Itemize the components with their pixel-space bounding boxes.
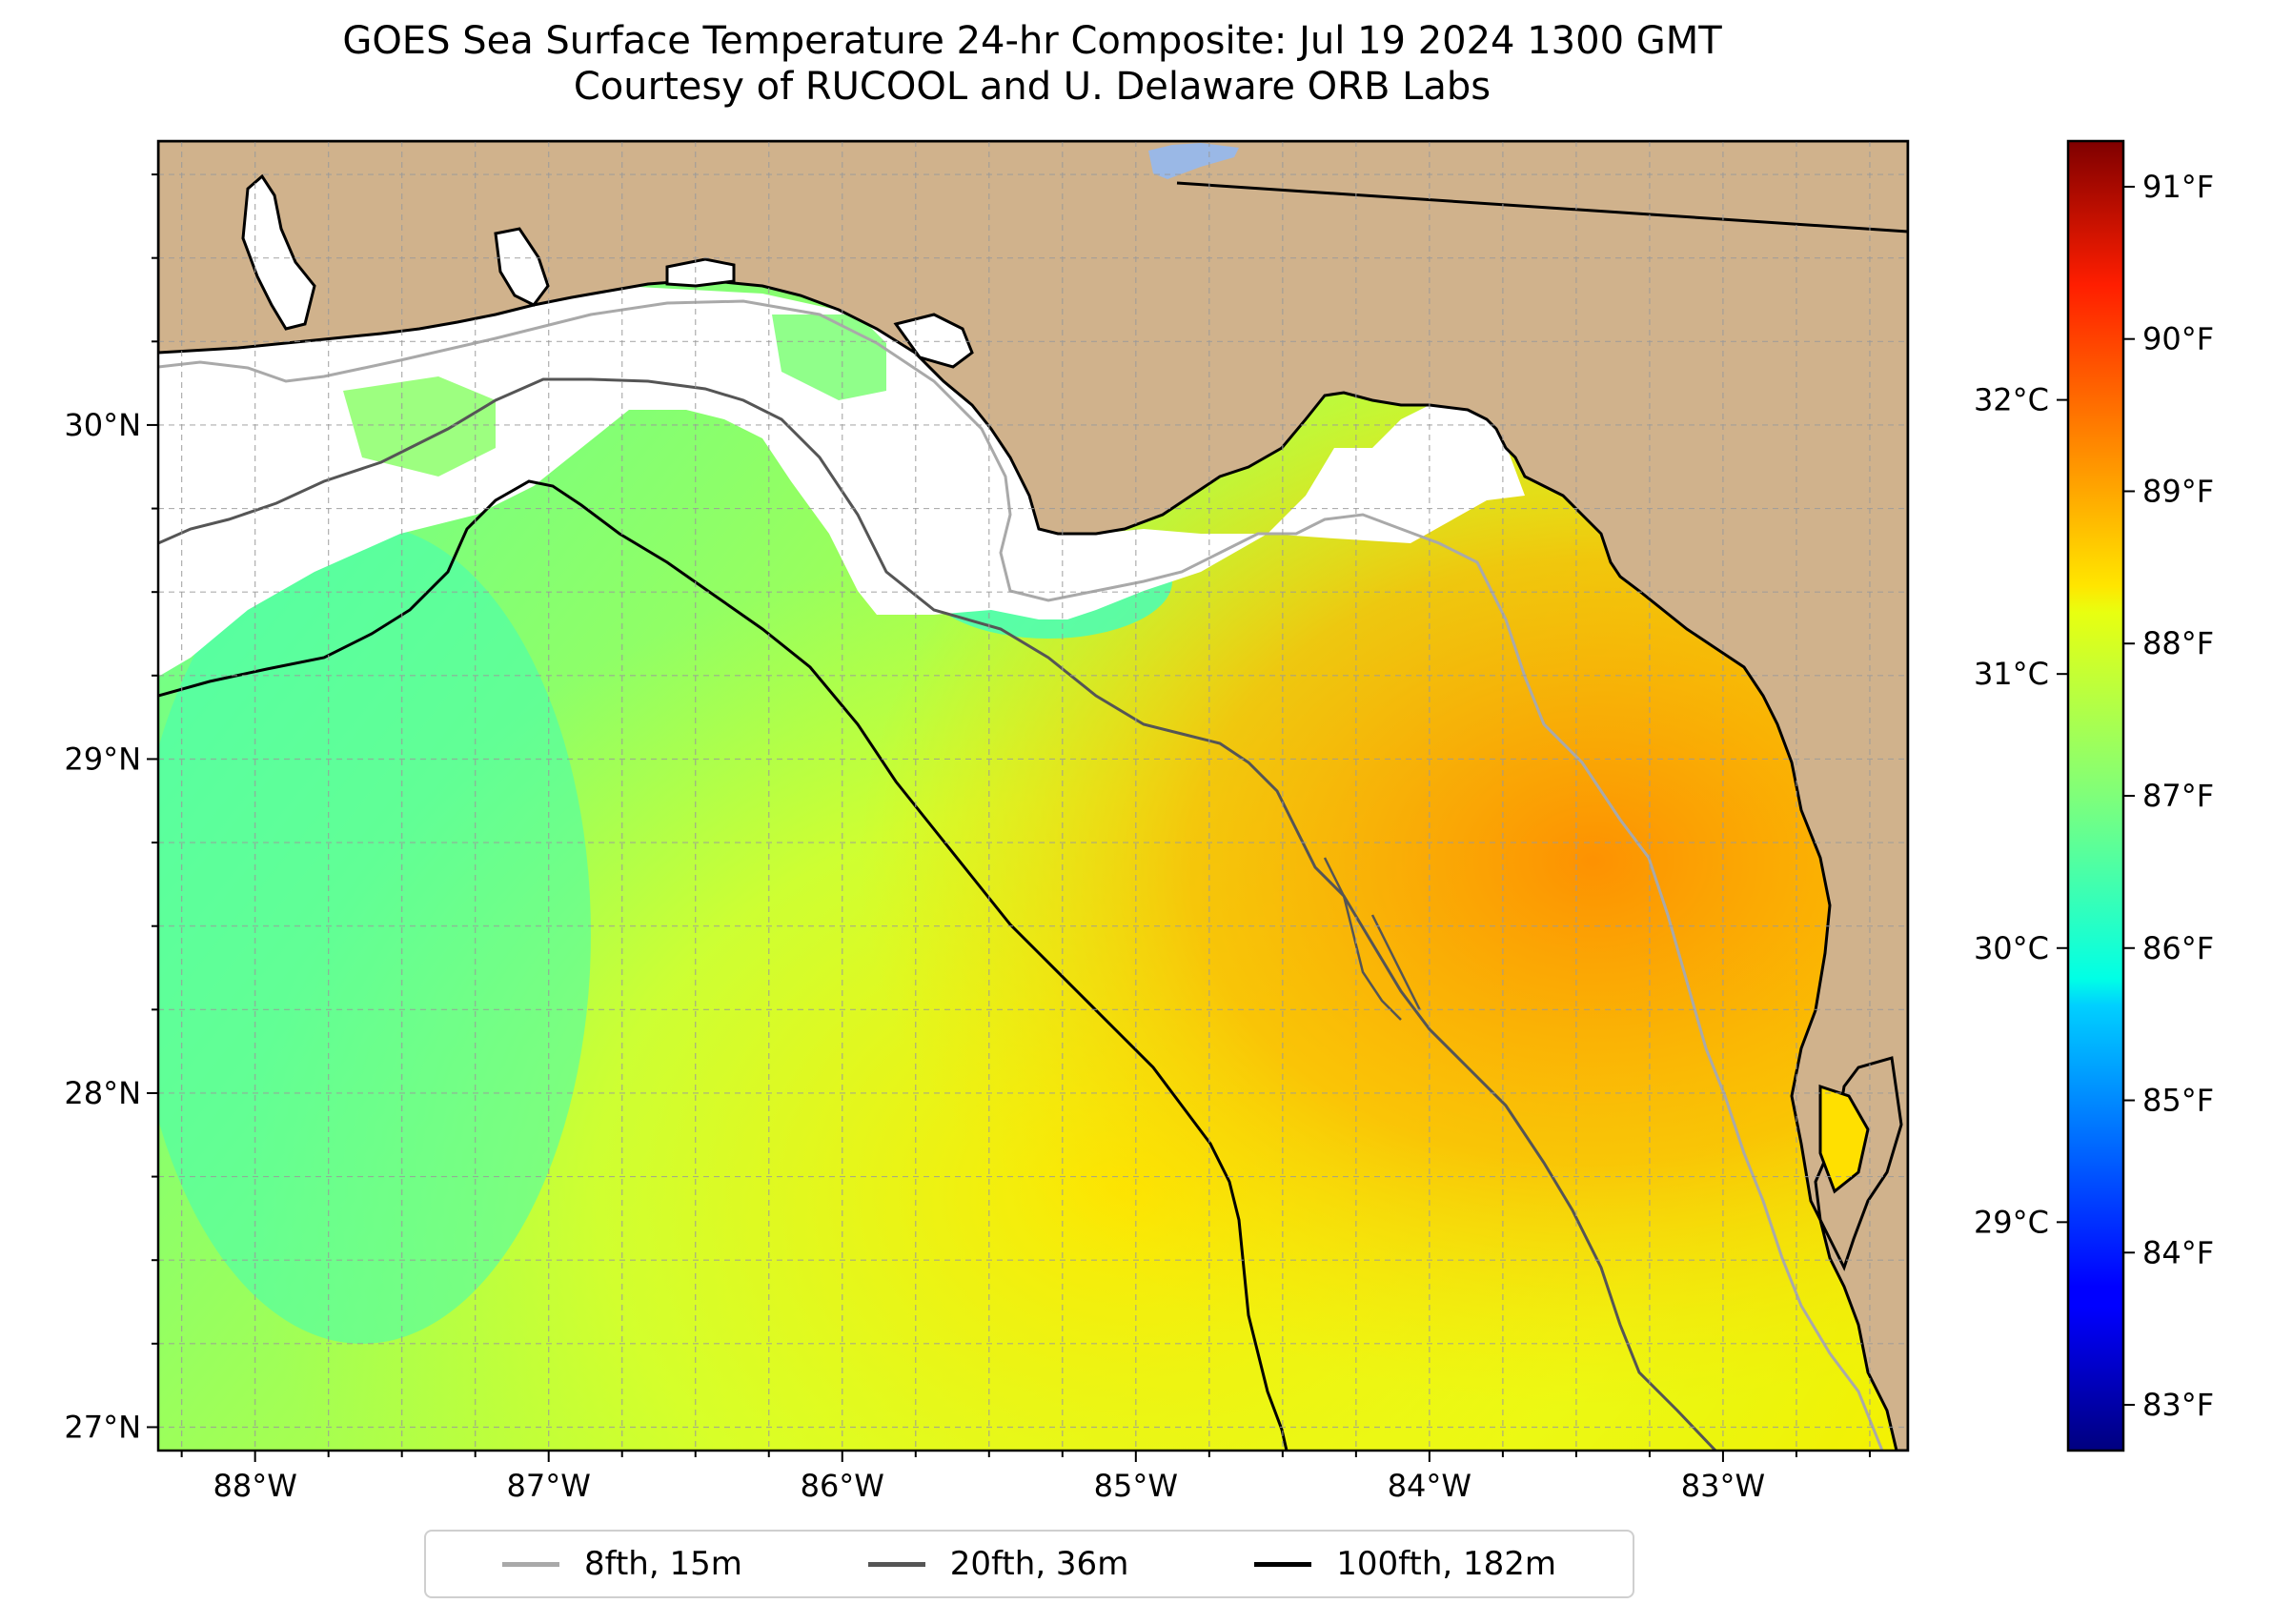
no-data-cloud-gap [772, 315, 886, 400]
colorbar-f-tick-label: 83°F [2142, 1387, 2214, 1423]
legend-item-8fth: 8fth, 15m [501, 1545, 742, 1583]
y-tick-label: 30°N [64, 407, 141, 443]
cooler-water-western-patch [158, 524, 591, 1344]
map-frame [156, 139, 1910, 1452]
colorbar: 83°F 84°F 85°F 86°F 87°F 88°F 89°F 90°F 91°F 29°C… [1974, 139, 2214, 1452]
no-data-cloud-area [158, 286, 1525, 677]
colorbar-f-tick-label: 90°F [2142, 321, 2214, 357]
isobath-8fth-15m [158, 299, 1884, 1451]
colorbar-f-tick-label: 88°F [2142, 625, 2214, 661]
x-tick-label: 85°W [1094, 1468, 1178, 1504]
legend-swatch [501, 1561, 559, 1567]
colorbar-c-tick-label: 32°C [1974, 382, 2049, 418]
colorbar-c-tick-label: 31°C [1974, 656, 2049, 692]
x-tick-label: 86°W [801, 1468, 884, 1504]
y-tick-label: 29°N [64, 741, 141, 777]
colorbar-c-tick-label: 30°C [1974, 930, 2049, 966]
legend-label: 20fth, 36m [949, 1545, 1129, 1583]
map-subtitle: Courtesy of RUCOOL and U. Delaware ORB L… [573, 65, 1491, 109]
legend-swatch [1254, 1561, 1312, 1567]
colorbar-ticks: 83°F 84°F 85°F 86°F 87°F 88°F 89°F 90°F 91°F 29°C… [1974, 169, 2214, 1423]
isobath-100fth-182m [158, 479, 1289, 1451]
legend-label: 8fth, 15m [583, 1545, 742, 1583]
y-tick-label: 27°N [64, 1409, 141, 1445]
colorbar-gradient [2068, 141, 2123, 1451]
colorbar-f-tick-label: 89°F [2142, 473, 2214, 509]
longitude-axis: 88°W 87°W 86°W 85°W 84°W 83°W [180, 1451, 1871, 1504]
x-tick-label: 84°W [1388, 1468, 1471, 1504]
isobath-20fth-big-bend-shoals [1323, 857, 1422, 1021]
colorbar-f-tick-label: 87°F [2142, 778, 2214, 814]
lake-seminole [1148, 143, 1239, 179]
x-tick-label: 87°W [507, 1468, 591, 1504]
legend-swatch [867, 1561, 925, 1567]
state-border-georgia-florida [1176, 181, 1908, 233]
pensacola-bay [494, 227, 550, 307]
colorbar-f-tick-label: 84°F [2142, 1234, 2214, 1270]
latitude-axis: 30°N 29°N 28°N 27°N [64, 173, 158, 1445]
colorbar-f-tick-label: 86°F [2142, 930, 2214, 966]
x-tick-label: 83°W [1681, 1468, 1765, 1504]
legend-item-100fth: 100fth, 182m [1254, 1545, 1556, 1583]
apalachicola-bay [893, 313, 974, 369]
no-data-cloud-gap [343, 376, 496, 477]
choctawhatchee-bay [665, 257, 736, 288]
tampa-bay [1818, 1084, 1870, 1194]
graticule-gridlines [158, 141, 1908, 1451]
map-title: GOES Sea Surface Temperature 24-hr Compo… [342, 19, 1722, 63]
colorbar-f-tick-label: 91°F [2142, 169, 2214, 205]
x-tick-label: 88°W [213, 1468, 296, 1504]
legend-item-20fth: 20fth, 36m [867, 1545, 1129, 1583]
colorbar-c-tick-label: 29°C [1974, 1204, 2049, 1240]
isobath-legend: 8fth, 15m 20fth, 36m 100fth, 182m [424, 1530, 1634, 1598]
isobath-20fth-36m [158, 377, 1717, 1451]
colorbar-f-tick-label: 85°F [2142, 1083, 2214, 1119]
legend-label: 100fth, 182m [1336, 1545, 1557, 1583]
map-plot-area [158, 141, 1908, 1451]
y-tick-label: 28°N [64, 1075, 141, 1111]
